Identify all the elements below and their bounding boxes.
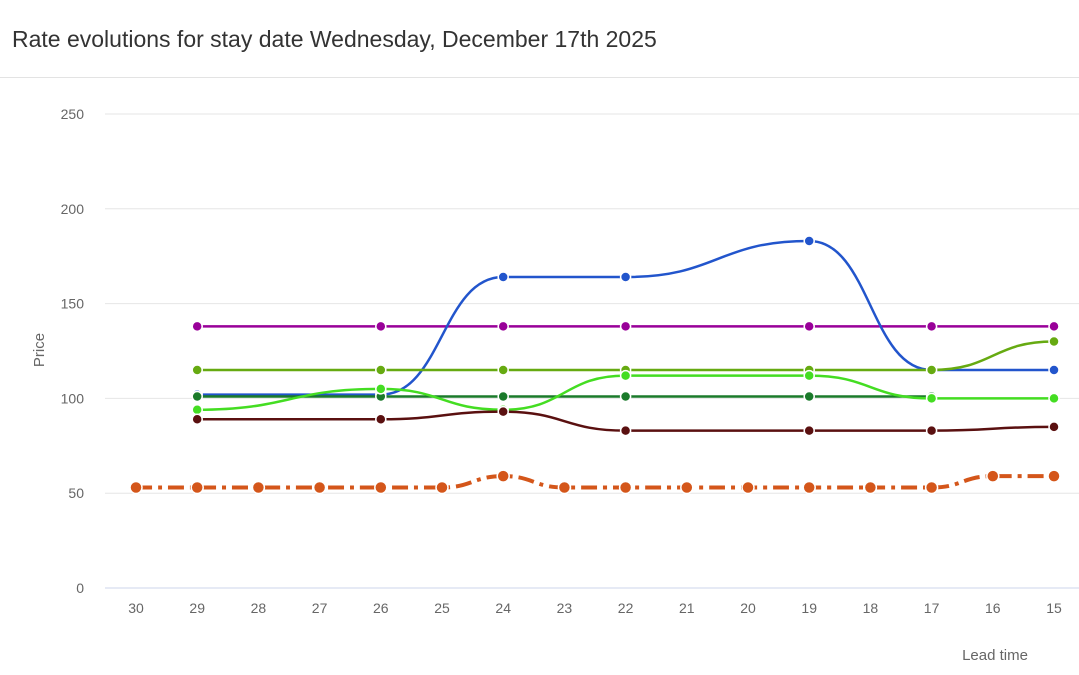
y-tick-label: 200 bbox=[61, 201, 85, 217]
y-tick-label: 150 bbox=[61, 296, 85, 312]
data-point[interactable] bbox=[1048, 421, 1060, 433]
data-point[interactable] bbox=[680, 480, 694, 495]
chart-title: Rate evolutions for stay date Wednesday,… bbox=[12, 26, 657, 52]
x-tick-label: 15 bbox=[1046, 600, 1062, 616]
data-point[interactable] bbox=[925, 320, 938, 333]
data-point[interactable] bbox=[802, 480, 816, 495]
y-axis-label: Price bbox=[31, 333, 48, 367]
y-tick-label: 250 bbox=[61, 106, 85, 122]
data-point[interactable] bbox=[986, 469, 1000, 483]
data-point[interactable] bbox=[803, 320, 815, 333]
y-tick-label: 50 bbox=[68, 485, 84, 501]
data-point[interactable] bbox=[925, 424, 938, 437]
data-point[interactable] bbox=[619, 369, 632, 382]
x-tick-label: 28 bbox=[251, 600, 267, 616]
data-point[interactable] bbox=[496, 469, 510, 483]
x-tick-label: 24 bbox=[495, 600, 511, 616]
y-tick-label: 100 bbox=[61, 390, 85, 406]
data-point[interactable] bbox=[375, 320, 387, 333]
data-point[interactable] bbox=[190, 480, 204, 495]
x-axis-label: Lead time bbox=[962, 647, 1028, 664]
data-point[interactable] bbox=[497, 320, 509, 333]
x-tick-label: 22 bbox=[618, 600, 634, 616]
data-point[interactable] bbox=[374, 480, 388, 495]
data-point[interactable] bbox=[375, 364, 387, 376]
data-point[interactable] bbox=[312, 480, 327, 495]
data-point[interactable] bbox=[497, 364, 509, 376]
data-point[interactable] bbox=[251, 480, 266, 495]
data-point[interactable] bbox=[375, 413, 387, 426]
data-point[interactable] bbox=[191, 404, 203, 416]
x-tick-label: 30 bbox=[128, 600, 144, 616]
data-point[interactable] bbox=[191, 390, 203, 403]
data-point[interactable] bbox=[129, 480, 143, 495]
data-point[interactable] bbox=[925, 364, 938, 376]
data-point[interactable] bbox=[191, 320, 203, 333]
data-point[interactable] bbox=[619, 424, 632, 437]
y-tick-label: 0 bbox=[76, 580, 84, 596]
data-point[interactable] bbox=[925, 392, 938, 405]
x-tick-label: 29 bbox=[189, 600, 205, 616]
x-tick-label: 16 bbox=[985, 600, 1001, 616]
x-tick-label: 17 bbox=[924, 600, 940, 616]
data-point[interactable] bbox=[741, 480, 755, 495]
data-point[interactable] bbox=[924, 480, 939, 495]
data-point[interactable] bbox=[1047, 469, 1061, 483]
data-point[interactable] bbox=[803, 424, 815, 437]
series-line-6 bbox=[136, 474, 1054, 490]
data-point[interactable] bbox=[1048, 320, 1060, 333]
x-tick-label: 27 bbox=[312, 600, 328, 616]
data-point[interactable] bbox=[191, 364, 203, 376]
data-point[interactable] bbox=[497, 405, 509, 418]
data-point[interactable] bbox=[497, 390, 509, 403]
x-tick-label: 26 bbox=[373, 600, 389, 616]
data-point[interactable] bbox=[803, 369, 815, 382]
data-point[interactable] bbox=[803, 235, 815, 247]
x-tick-label: 19 bbox=[801, 600, 817, 616]
data-point[interactable] bbox=[1048, 364, 1060, 376]
data-point[interactable] bbox=[803, 390, 815, 403]
data-point[interactable] bbox=[557, 480, 572, 495]
data-point[interactable] bbox=[497, 271, 509, 283]
x-tick-label: 18 bbox=[863, 600, 879, 616]
data-point[interactable] bbox=[1048, 392, 1060, 405]
data-point[interactable] bbox=[619, 320, 632, 333]
data-point[interactable] bbox=[618, 480, 633, 495]
header-divider bbox=[0, 77, 1079, 78]
x-tick-label: 25 bbox=[434, 600, 450, 616]
data-point[interactable] bbox=[191, 413, 203, 426]
data-point[interactable] bbox=[619, 390, 632, 403]
data-point[interactable] bbox=[375, 383, 387, 395]
data-point[interactable] bbox=[619, 271, 632, 283]
x-tick-label: 20 bbox=[740, 600, 756, 616]
data-point[interactable] bbox=[435, 480, 449, 495]
x-tick-label: 21 bbox=[679, 600, 695, 616]
data-point[interactable] bbox=[863, 480, 878, 495]
x-tick-label: 23 bbox=[557, 600, 573, 616]
data-point[interactable] bbox=[1048, 335, 1060, 348]
